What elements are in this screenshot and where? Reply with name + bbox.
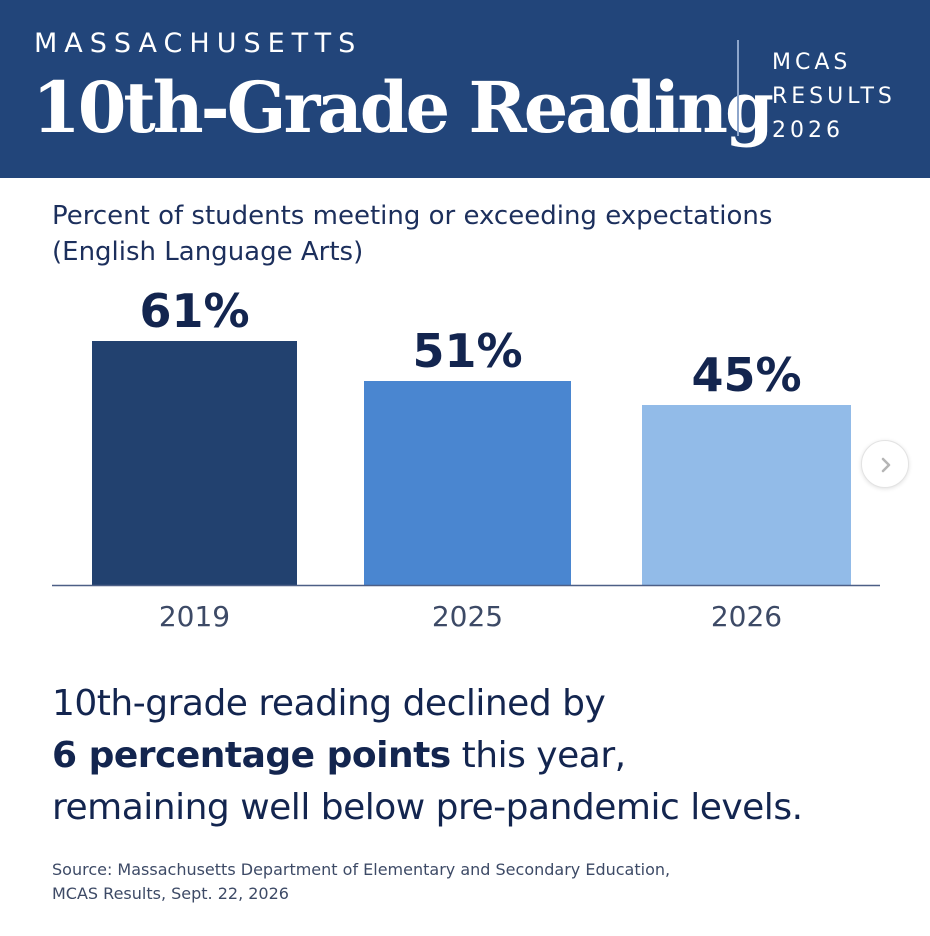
chart-subtitle-line-1: Percent of students meeting or exceeding… xyxy=(52,201,773,231)
side-label-line-2: RESULTS xyxy=(772,84,896,109)
header-divider xyxy=(737,40,739,136)
data-label-2026: 45% xyxy=(691,348,801,402)
bar-2025 xyxy=(364,381,571,585)
side-label-line-3: 2026 xyxy=(772,118,844,143)
source-line-1: Source: Massachusetts Department of Elem… xyxy=(52,860,671,879)
summary-line-1: 10th-grade reading declined by xyxy=(52,683,606,724)
chart-subtitle: Percent of students meeting or exceeding… xyxy=(52,198,872,270)
bar-chart: 61% 2019 51% 2025 45% 2026 xyxy=(52,284,880,633)
chart-subtitle-line-2: (English Language Arts) xyxy=(52,237,364,267)
x-tick-label-2025: 2025 xyxy=(432,600,503,633)
source-line-2: MCAS Results, Sept. 22, 2026 xyxy=(52,884,289,903)
header-banner: MASSACHUSETTS 10th-Grade Reading MCAS RE… xyxy=(0,0,930,178)
summary-line-3: remaining well below pre-pandemic levels… xyxy=(52,787,803,828)
bar-2019 xyxy=(92,341,297,585)
summary-line-2-rest: this year, xyxy=(450,735,626,776)
x-tick-label-2019: 2019 xyxy=(159,600,230,633)
x-tick-label-2026: 2026 xyxy=(711,600,782,633)
summary-line-2: 6 percentage points this year, xyxy=(52,730,892,782)
data-label-2025: 51% xyxy=(412,324,522,378)
summary-highlight: 6 percentage points xyxy=(52,735,451,776)
data-label-2019: 61% xyxy=(139,284,249,338)
side-label-line-1: MCAS xyxy=(772,50,852,75)
next-slide-button[interactable] xyxy=(861,440,909,488)
state-kicker: MASSACHUSETTS xyxy=(34,28,363,59)
page-title: 10th-Grade Reading xyxy=(32,66,774,149)
chevron-right-icon xyxy=(881,457,891,473)
source-note: Source: Massachusetts Department of Elem… xyxy=(52,858,872,906)
summary-text: 10th-grade reading declined by 6 percent… xyxy=(52,678,892,834)
bar-2026 xyxy=(642,405,851,585)
